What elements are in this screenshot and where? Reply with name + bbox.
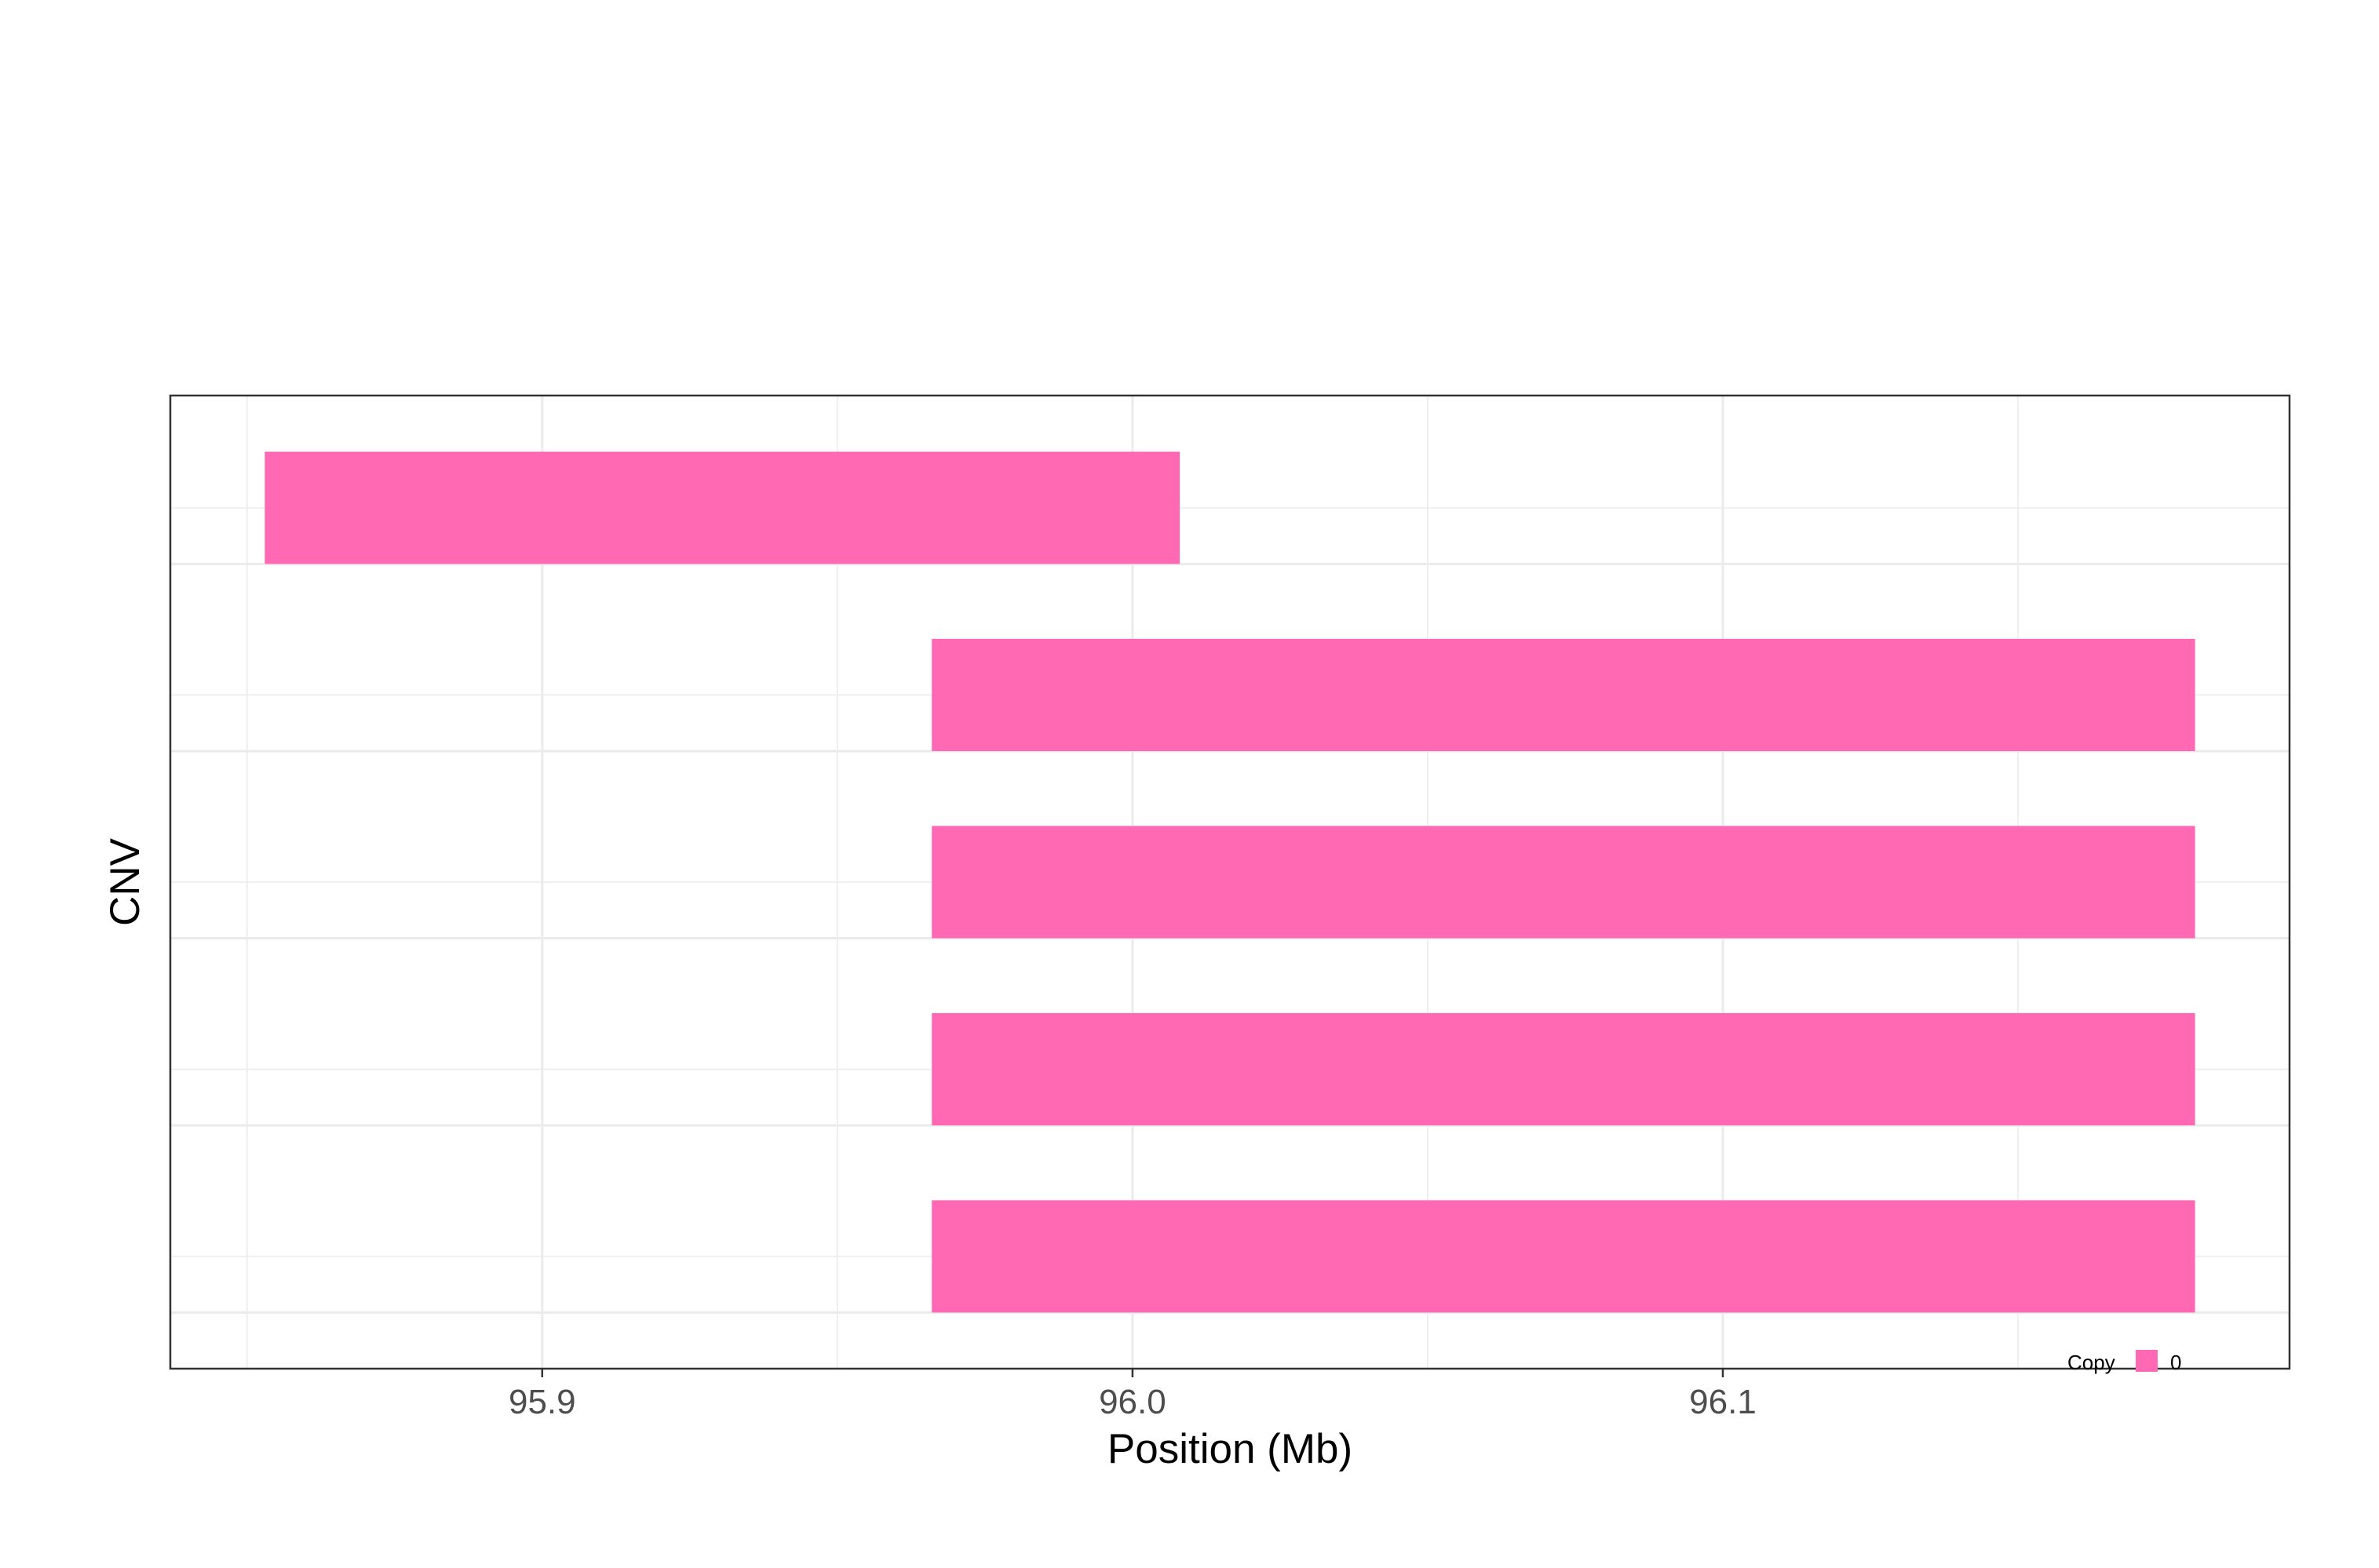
x-axis-ticks: 95.9 96.0 96.1 <box>509 1369 1757 1421</box>
cnv-bar <box>932 826 2195 939</box>
legend: Copy 0 <box>2067 1350 2181 1374</box>
cnv-bar <box>265 451 1180 564</box>
legend-key-0 <box>2136 1350 2158 1372</box>
y-axis-title: CNV <box>102 837 148 926</box>
x-axis-title: Position (Mb) <box>1107 1426 1352 1472</box>
cnv-bar <box>932 639 2195 752</box>
plot-border <box>169 394 2291 1370</box>
cnv-bar <box>932 1012 2195 1125</box>
cnv-bars <box>265 451 2195 1313</box>
cnv-bar <box>932 1200 2195 1313</box>
x-tick-label: 96.1 <box>1689 1383 1757 1421</box>
legend-label-0: 0 <box>2170 1351 2181 1374</box>
legend-title: Copy <box>2067 1351 2115 1374</box>
x-tick-label: 96.0 <box>1099 1383 1166 1421</box>
x-tick-label: 95.9 <box>509 1383 576 1421</box>
